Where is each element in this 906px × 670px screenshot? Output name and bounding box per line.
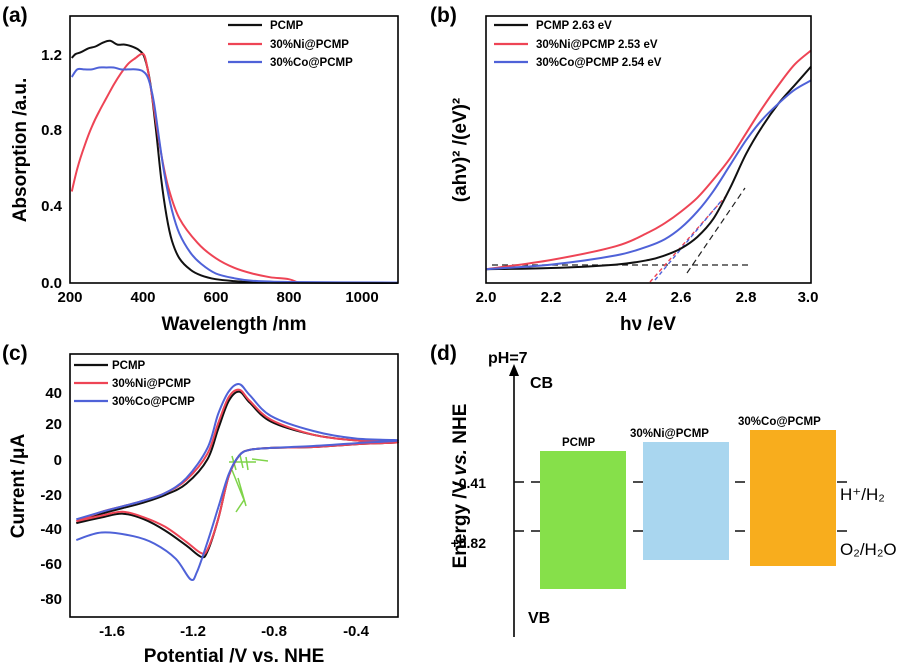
series-line-a-1	[70, 52, 300, 284]
panel-a-legend: PCMP 30%Ni@PCMP 30%Co@PCMP	[228, 20, 353, 69]
panel-d-ylabel: Energy /V vs. NHE	[450, 404, 471, 569]
panel-a-yticks: 0.0 0.4 0.8 1.2	[41, 47, 63, 292]
a-ytick: 0.0	[41, 275, 62, 292]
legend-label-ni: 30%Ni@PCMP	[270, 39, 349, 51]
panel-b-ylabel: (ahν)² /(eV)²	[450, 98, 471, 203]
c-ytick: 20	[45, 416, 62, 433]
panel-c-xlabel: Potential /V vs. NHE	[144, 646, 325, 667]
a-ytick: 1.2	[41, 47, 62, 64]
legend-label-pcmp: PCMP	[270, 20, 304, 32]
c-xtick: -0.8	[261, 623, 287, 640]
legend-label-ni: 30%Ni@PCMP	[112, 378, 191, 390]
b-xtick: 2.0	[476, 289, 497, 306]
tangent-co	[654, 199, 723, 281]
c-ytick: -60	[40, 556, 62, 573]
h-label: H⁺/H₂	[840, 485, 885, 504]
panel-c-frame	[69, 353, 399, 618]
c-ytick: -80	[40, 591, 62, 608]
c-xtick: -1.2	[180, 623, 206, 640]
b-xtick: 2.8	[736, 289, 757, 306]
series-line-b-1	[485, 49, 812, 271]
a-xtick: 400	[130, 289, 155, 306]
panel-b-xlabel: hν /eV	[620, 314, 676, 335]
b-xtick: 2.6	[671, 289, 692, 306]
series-line-a-2	[70, 66, 399, 284]
c-ytick: -40	[40, 521, 62, 538]
band-label-ni: 30%Ni@PCMP	[630, 428, 709, 440]
c-xtick: -0.4	[343, 623, 370, 640]
panel-b-frame	[485, 15, 812, 284]
panel-d-label: (d)	[430, 342, 457, 365]
legend-label-pcmp: PCMP	[112, 360, 146, 372]
series-line-a-0	[71, 39, 399, 284]
energy-axis-arrowhead	[509, 364, 519, 376]
b-xtick: 2.2	[541, 289, 562, 306]
a-xtick: 800	[276, 289, 301, 306]
legend-label-co: 30%Co@PCMP 2.54 eV	[536, 57, 662, 69]
panel-c-ylabel: Current /μA	[8, 433, 29, 538]
panel-a-ylabel: Absorption /a.u.	[10, 78, 31, 223]
panel-b-legend: PCMP 2.63 eV 30%Ni@PCMP 2.53 eV 30%Co@PC…	[494, 20, 662, 69]
panel-a-xlabel: Wavelength /nm	[162, 314, 307, 335]
legend-label-ni: 30%Ni@PCMP 2.53 eV	[536, 39, 658, 51]
c-xtick: -1.6	[99, 623, 125, 640]
ph-label: pH=7	[488, 350, 528, 367]
panel-b-label: (b)	[430, 4, 457, 27]
b-xtick: 2.4	[606, 289, 628, 306]
series-line-c-2	[75, 383, 399, 582]
series-line-b-2	[485, 79, 812, 271]
a-ytick: 0.8	[41, 122, 62, 139]
band-co-pcmp	[750, 430, 836, 566]
a-xtick: 200	[57, 289, 82, 306]
panel-c-label: (c)	[2, 342, 28, 365]
band-ni-pcmp	[643, 442, 729, 560]
panel-a-plot	[70, 39, 399, 284]
legend-label-pcmp: PCMP 2.63 eV	[536, 20, 612, 32]
band-label-pcmp: PCMP	[562, 437, 596, 449]
band-label-co: 30%Co@PCMP	[738, 416, 821, 428]
b-xtick: 3.0	[798, 289, 819, 306]
a-ytick: 0.4	[41, 198, 63, 215]
energy-axis	[509, 364, 519, 637]
c-ytick: 40	[45, 385, 62, 402]
a-xtick: 600	[203, 289, 228, 306]
cb-label: CB	[530, 375, 553, 392]
panel-b-plot	[485, 49, 812, 283]
panel-c-xticks: -1.6 -1.2 -0.8 -0.4	[99, 623, 370, 640]
a-xtick: 1000	[345, 289, 378, 306]
panel-a-xticks: 200 400 600 800 1000	[57, 289, 378, 306]
series-line-c-1	[75, 388, 399, 555]
panel-c-yticks: 40 20 0 -20 -40 -60 -80	[40, 385, 62, 608]
panel-c-plot	[75, 383, 399, 582]
tangent-ni	[649, 195, 727, 283]
legend-label-co: 30%Co@PCMP	[270, 57, 353, 69]
vb-label: VB	[528, 610, 550, 627]
series-line-c-0	[75, 390, 399, 559]
band-pcmp	[540, 451, 626, 589]
c-ytick: 0	[54, 452, 62, 469]
tangent-pcmp	[686, 187, 746, 274]
level-label-o: +0.82	[451, 535, 487, 551]
panel-a-label: (a)	[2, 4, 28, 27]
c-ytick: -20	[40, 487, 62, 504]
series-line-b-0	[485, 65, 812, 271]
panel-c-legend: PCMP 30%Ni@PCMP 30%Co@PCMP	[74, 360, 195, 408]
o-label: O₂/H₂O	[840, 540, 897, 559]
level-label-h: -0.41	[454, 475, 486, 491]
green-overlay	[231, 469, 247, 513]
panel-b-xticks: 2.0 2.2 2.4 2.6 2.8 3.0	[476, 289, 819, 306]
panel-a-frame	[69, 15, 399, 284]
legend-label-co: 30%Co@PCMP	[112, 396, 195, 408]
